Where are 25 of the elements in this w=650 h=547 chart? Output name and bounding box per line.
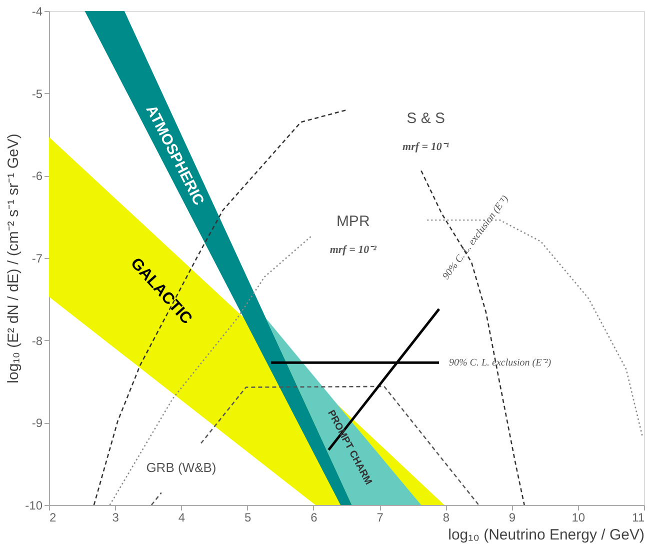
y-tick-label: -4 xyxy=(32,4,43,18)
x-tick-label: 7 xyxy=(376,510,384,524)
x-tick-label: 6 xyxy=(310,510,318,524)
x-tick-label: 10 xyxy=(572,510,586,524)
x-axis-title: log₁₀ (Neutrino Energy / GeV) xyxy=(448,526,644,544)
x-tick-label: 8 xyxy=(442,510,450,524)
y-tick-label: -5 xyxy=(32,86,43,101)
x-tick-label: 4 xyxy=(178,510,186,524)
x-tick-label: 9 xyxy=(508,510,516,524)
x-tick-label: 5 xyxy=(244,510,252,524)
annotation: GRB (W&B) xyxy=(146,460,216,475)
y-tick-label: -8 xyxy=(32,334,43,348)
y-tick-label: -9 xyxy=(32,416,43,430)
x-tick-label: 11 xyxy=(632,510,645,524)
x-tick-label: 2 xyxy=(50,510,56,524)
y-tick-label: -7 xyxy=(32,252,43,266)
y-tick-label: -6 xyxy=(32,169,43,184)
annotation: S & S xyxy=(406,110,446,128)
annotation: mrf = 10⁻² xyxy=(330,244,378,256)
x-tick-label: 3 xyxy=(112,510,120,524)
annotation: 90% C. L. exclusion (E⁻²) xyxy=(448,358,552,369)
y-axis-title: log₁₀ (E² dN / dE) / (cm⁻² s⁻¹ sr⁻¹ GeV) xyxy=(5,134,22,384)
annotation: mrf = 10⁻¹ xyxy=(402,140,450,153)
annotation: MPR xyxy=(336,212,370,230)
y-tick-label: -10 xyxy=(25,498,43,512)
